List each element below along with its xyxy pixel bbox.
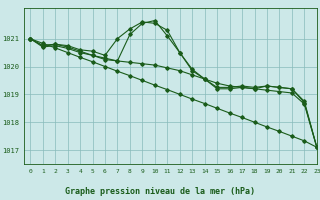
Text: Graphe pression niveau de la mer (hPa): Graphe pression niveau de la mer (hPa): [65, 187, 255, 196]
